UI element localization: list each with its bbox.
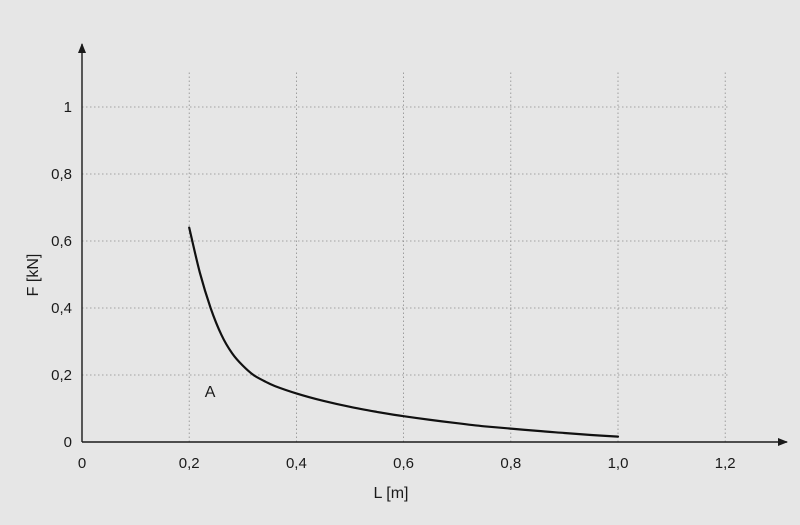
y-tick-label: 0 <box>64 434 72 451</box>
annotation-label: A <box>205 384 216 401</box>
annotations: A <box>205 384 216 401</box>
x-tick-label: 0,2 <box>179 455 200 472</box>
y-tick-label: 0,6 <box>51 233 72 250</box>
series-line <box>188 226 620 438</box>
y-tick-label: 1 <box>64 99 72 116</box>
y-tick-label: 0,2 <box>51 367 72 384</box>
y-axis-label: F [kN] <box>25 254 42 297</box>
y-tick-labels: 0 0,2 0,4 0,6 0,8 1 <box>51 99 72 451</box>
x-tick-label: 1,2 <box>715 455 736 472</box>
y-tick-label: 0,8 <box>51 166 72 183</box>
grid <box>82 72 728 442</box>
axes <box>78 43 788 446</box>
x-tick-label: 0 <box>78 455 86 472</box>
y-tick-label: 0,4 <box>51 300 72 317</box>
x-tick-label: 1,0 <box>608 455 629 472</box>
x-tick-label: 0,8 <box>500 455 521 472</box>
x-tick-label: 0,4 <box>286 455 307 472</box>
x-axis-label: L [m] <box>374 485 409 502</box>
x-tick-labels: 0 0,2 0,4 0,6 0,8 1,0 1,2 <box>78 455 736 472</box>
x-tick-label: 0,6 <box>393 455 414 472</box>
